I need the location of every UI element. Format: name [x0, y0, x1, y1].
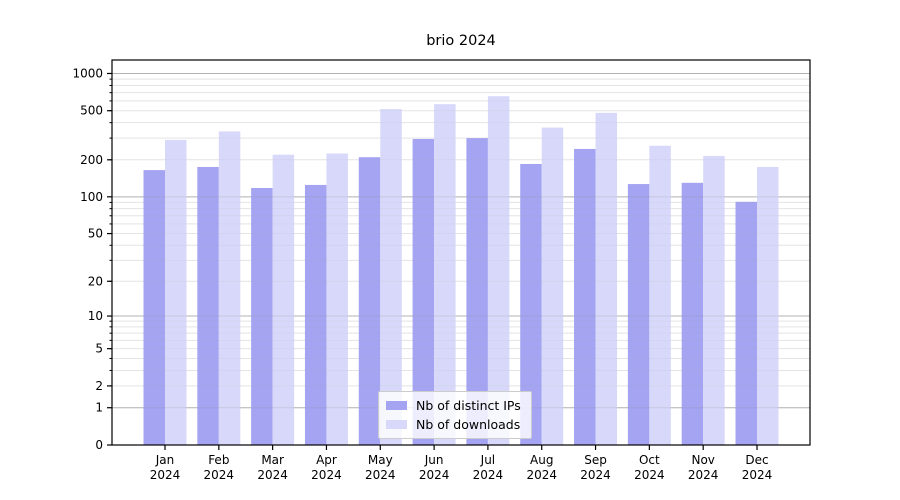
x-tick-label-year: 2024: [473, 468, 504, 482]
bar-distinct-ips-may: [358, 157, 381, 446]
y-tick-label: 0: [95, 438, 103, 452]
x-tick-label-year: 2024: [419, 468, 450, 482]
x-tick-label-year: 2024: [311, 468, 342, 482]
axes-frame: [111, 59, 811, 446]
bar-distinct-ips-apr: [304, 184, 327, 446]
x-tick-label-month: Feb: [208, 453, 229, 467]
bar-distinct-ips-aug: [520, 163, 542, 445]
x-tick-label-year: 2024: [742, 468, 773, 482]
bar-downloads-oct: [649, 145, 671, 445]
x-tick-label-month: Nov: [691, 453, 714, 467]
x-tick-label-year: 2024: [257, 468, 288, 482]
x-tick-label-month: Dec: [745, 453, 768, 467]
x-tick-label-year: 2024: [634, 468, 665, 482]
y-tick-label: 5: [95, 342, 103, 356]
bar-downloads-may: [380, 109, 402, 445]
x-tick-label-month: May: [368, 453, 393, 467]
bar-downloads-mar: [272, 154, 295, 445]
bar-downloads-sep: [595, 112, 618, 446]
legend-item-distinct-ips: Nb of distinct IPs: [386, 398, 521, 413]
x-tick-label-month: Mar: [261, 453, 284, 467]
x-tick-label-month: Sep: [584, 453, 607, 467]
bar-distinct-ips-oct: [627, 184, 650, 445]
y-tick-label: 10: [88, 309, 103, 323]
legend-swatch-distinct-ips: [386, 401, 407, 410]
y-tick-label: 1000: [72, 66, 103, 80]
bar-downloads-jul: [487, 96, 510, 445]
legend-item-downloads: Nb of downloads: [386, 417, 521, 432]
legend-label-downloads: Nb of downloads: [416, 417, 521, 432]
x-tick-label-month: Jul: [480, 453, 495, 467]
bar-distinct-ips-jan: [143, 170, 165, 445]
bar-downloads-dec: [757, 166, 779, 445]
bar-downloads-nov: [703, 155, 725, 445]
bar-distinct-ips-nov: [681, 182, 704, 445]
x-tick-label-year: 2024: [688, 468, 719, 482]
bar-downloads-jan: [165, 139, 187, 445]
bar-downloads-feb: [218, 131, 241, 445]
y-tick-label: 2: [95, 379, 103, 393]
x-tick-label-year: 2024: [526, 468, 557, 482]
chart-title: brio 2024: [426, 33, 496, 49]
y-tick-label: 200: [80, 153, 103, 167]
y-tick-label: 100: [80, 190, 103, 204]
y-tick-label: 50: [88, 227, 103, 241]
bar-downloads-jun: [434, 104, 456, 445]
y-tick-label: 20: [88, 274, 103, 288]
x-tick-label-month: Jun: [424, 453, 444, 467]
legend-swatch-downloads: [386, 420, 407, 429]
x-tick-label-month: Jan: [155, 453, 175, 467]
bar-distinct-ips-feb: [197, 166, 219, 445]
y-tick-label: 500: [80, 104, 103, 118]
x-tick-label-month: Aug: [530, 453, 553, 467]
x-tick-label-month: Apr: [316, 453, 337, 467]
x-tick-label-month: Oct: [639, 453, 660, 467]
x-tick-label-year: 2024: [150, 468, 181, 482]
x-tick-label-year: 2024: [365, 468, 396, 482]
bar-downloads-aug: [541, 127, 564, 446]
x-tick-label-year: 2024: [204, 468, 235, 482]
x-tick-label-year: 2024: [580, 468, 611, 482]
bar-downloads-apr: [326, 153, 348, 446]
bar-distinct-ips-mar: [251, 187, 273, 445]
bar-distinct-ips-dec: [735, 201, 757, 445]
bar-distinct-ips-sep: [574, 148, 596, 445]
y-tick-label: 1: [95, 401, 103, 415]
bar-distinct-ips-jun: [412, 138, 435, 445]
legend: Nb of distinct IPs Nb of downloads: [378, 391, 532, 439]
bar-distinct-ips-jul: [466, 138, 488, 446]
legend-label-distinct-ips: Nb of distinct IPs: [416, 398, 521, 413]
